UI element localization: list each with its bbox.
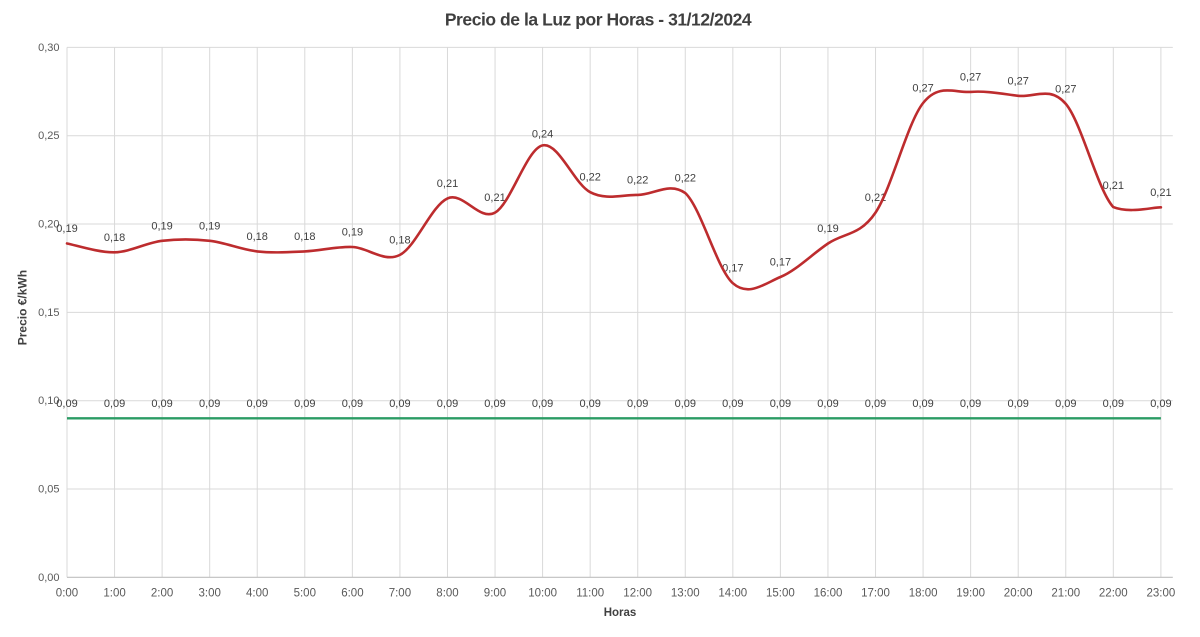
svg-text:18:00: 18:00 [909, 588, 938, 600]
svg-text:0,27: 0,27 [1055, 83, 1076, 95]
svg-text:4:00: 4:00 [246, 588, 268, 600]
svg-text:0,09: 0,09 [627, 398, 648, 410]
svg-text:14:00: 14:00 [718, 588, 747, 600]
svg-text:Precio de la Luz por Horas - 3: Precio de la Luz por Horas - 31/12/2024 [445, 10, 752, 30]
svg-text:0,18: 0,18 [104, 232, 125, 244]
svg-text:Horas: Horas [604, 607, 637, 619]
svg-text:0,27: 0,27 [912, 83, 933, 95]
svg-text:0,09: 0,09 [151, 398, 172, 410]
svg-text:0,09: 0,09 [56, 398, 77, 410]
svg-text:0,09: 0,09 [675, 398, 696, 410]
svg-text:0,09: 0,09 [960, 398, 981, 410]
svg-text:0,19: 0,19 [342, 227, 363, 239]
svg-text:0,18: 0,18 [294, 231, 315, 243]
svg-text:0,09: 0,09 [817, 398, 838, 410]
svg-text:0,25: 0,25 [38, 130, 59, 142]
svg-text:0,18: 0,18 [389, 234, 410, 246]
svg-text:0,09: 0,09 [1055, 398, 1076, 410]
svg-text:23:00: 23:00 [1147, 588, 1176, 600]
svg-text:9:00: 9:00 [484, 588, 506, 600]
svg-text:6:00: 6:00 [341, 588, 363, 600]
svg-text:0,09: 0,09 [199, 398, 220, 410]
svg-text:22:00: 22:00 [1099, 588, 1128, 600]
svg-text:0,09: 0,09 [1103, 398, 1124, 410]
svg-text:0,22: 0,22 [627, 174, 648, 186]
svg-text:0,09: 0,09 [1007, 398, 1028, 410]
svg-text:0,09: 0,09 [342, 398, 363, 410]
svg-text:2:00: 2:00 [151, 588, 173, 600]
svg-text:15:00: 15:00 [766, 588, 795, 600]
svg-text:Precio €/kWh: Precio €/kWh [15, 270, 29, 345]
svg-text:17:00: 17:00 [861, 588, 890, 600]
svg-text:0,21: 0,21 [1103, 180, 1124, 192]
svg-text:11:00: 11:00 [576, 588, 604, 600]
svg-text:0,19: 0,19 [56, 223, 77, 235]
svg-text:0,21: 0,21 [437, 178, 458, 190]
svg-text:0,09: 0,09 [484, 398, 505, 410]
svg-text:0,30: 0,30 [38, 42, 59, 54]
svg-text:5:00: 5:00 [294, 588, 316, 600]
svg-text:0,19: 0,19 [817, 223, 838, 235]
svg-text:0,22: 0,22 [579, 172, 600, 184]
svg-text:0,21: 0,21 [484, 192, 505, 204]
svg-text:7:00: 7:00 [389, 588, 411, 600]
svg-text:13:00: 13:00 [671, 588, 700, 600]
svg-text:0,24: 0,24 [532, 128, 553, 140]
svg-text:19:00: 19:00 [956, 588, 985, 600]
svg-text:0,09: 0,09 [389, 398, 410, 410]
svg-text:0,09: 0,09 [294, 398, 315, 410]
svg-text:21:00: 21:00 [1051, 588, 1080, 600]
svg-text:0,09: 0,09 [1150, 398, 1171, 410]
svg-text:0,09: 0,09 [437, 398, 458, 410]
svg-text:1:00: 1:00 [103, 588, 125, 600]
svg-text:16:00: 16:00 [814, 588, 843, 600]
svg-text:0,15: 0,15 [38, 307, 59, 319]
svg-text:0,09: 0,09 [865, 398, 886, 410]
svg-text:0,27: 0,27 [1007, 75, 1028, 87]
svg-text:0,17: 0,17 [770, 257, 791, 269]
svg-text:0,27: 0,27 [960, 71, 981, 83]
svg-text:0,09: 0,09 [722, 398, 743, 410]
svg-text:3:00: 3:00 [199, 588, 221, 600]
svg-text:0,09: 0,09 [532, 398, 553, 410]
svg-text:8:00: 8:00 [436, 588, 458, 600]
svg-text:0,09: 0,09 [579, 398, 600, 410]
svg-text:0,05: 0,05 [38, 484, 59, 496]
svg-text:0,19: 0,19 [151, 220, 172, 232]
svg-text:10:00: 10:00 [528, 588, 557, 600]
svg-text:0,19: 0,19 [199, 220, 220, 232]
svg-text:0,17: 0,17 [722, 263, 743, 275]
svg-text:20:00: 20:00 [1004, 588, 1033, 600]
svg-text:0,20: 0,20 [38, 219, 59, 231]
svg-text:0,22: 0,22 [675, 173, 696, 185]
svg-text:0,09: 0,09 [246, 398, 267, 410]
svg-text:0,10: 0,10 [38, 395, 59, 407]
svg-text:12:00: 12:00 [623, 588, 652, 600]
svg-text:0,21: 0,21 [1150, 187, 1171, 199]
svg-text:0,09: 0,09 [104, 398, 125, 410]
svg-text:0:00: 0:00 [56, 588, 78, 600]
svg-text:0,00: 0,00 [38, 572, 59, 584]
svg-text:0,09: 0,09 [912, 398, 933, 410]
svg-text:0,18: 0,18 [246, 231, 267, 243]
svg-text:0,09: 0,09 [770, 398, 791, 410]
